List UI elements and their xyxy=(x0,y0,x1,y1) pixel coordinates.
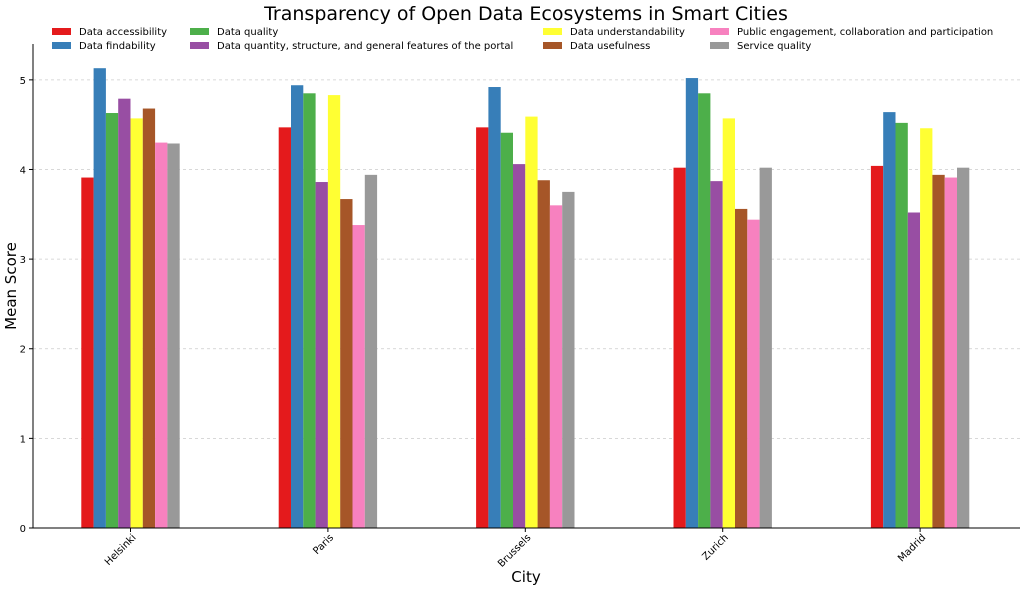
bar xyxy=(340,199,353,528)
bar xyxy=(710,181,723,528)
bar xyxy=(870,165,884,528)
bar xyxy=(562,191,575,528)
bar xyxy=(673,167,686,528)
legend-swatch xyxy=(543,28,562,35)
bar xyxy=(476,127,489,528)
bar xyxy=(698,93,711,528)
legend: Data accessibility Data findability Data q… xyxy=(52,27,993,52)
bar xyxy=(957,167,970,528)
bar xyxy=(722,118,735,529)
x-tick-label: Helsinki xyxy=(103,532,139,568)
legend-swatch xyxy=(52,42,71,49)
bar xyxy=(525,116,538,528)
bar xyxy=(944,177,957,528)
chart-title: Transparency of Open Data Ecosystems in … xyxy=(263,3,788,25)
legend-swatch xyxy=(710,42,729,49)
bar xyxy=(364,174,378,528)
legend-label: Data accessibility xyxy=(79,27,167,38)
bar xyxy=(142,108,156,529)
bar xyxy=(327,95,341,528)
bar xyxy=(93,68,106,528)
bar xyxy=(105,113,119,528)
legend-swatch xyxy=(710,28,729,35)
x-tick-label: Brussels xyxy=(496,532,533,569)
legend-label: Data understandability xyxy=(570,27,685,38)
bars-layer xyxy=(81,68,970,529)
x-tick-label: Madrid xyxy=(896,532,928,564)
bar xyxy=(81,177,94,528)
bar xyxy=(291,85,304,529)
y-tick-label: 0 xyxy=(20,524,26,535)
legend-swatch xyxy=(52,28,71,35)
legend-swatch xyxy=(190,28,209,35)
legend-swatch xyxy=(190,42,209,49)
bar xyxy=(278,127,291,528)
bar xyxy=(488,87,501,529)
bar xyxy=(759,167,772,528)
bar xyxy=(500,132,513,528)
bar xyxy=(549,205,563,529)
bar xyxy=(883,112,896,528)
x-axis-label: City xyxy=(511,568,541,586)
bar xyxy=(932,174,945,528)
legend-label: Data usefulness xyxy=(570,41,650,52)
bar xyxy=(352,225,365,528)
legend-label: Public engagement, collaboration and par… xyxy=(737,27,993,38)
x-tick-label: Zurich xyxy=(700,532,730,562)
bar xyxy=(118,98,131,528)
bar xyxy=(130,118,143,529)
bar xyxy=(303,93,316,528)
y-tick-label: 1 xyxy=(20,434,26,445)
bar xyxy=(513,164,526,528)
legend-swatch xyxy=(543,42,562,49)
y-tick-label: 3 xyxy=(20,255,26,266)
y-tick-label: 5 xyxy=(20,76,26,87)
y-axis-label: Mean Score xyxy=(2,242,20,330)
bar xyxy=(685,78,699,528)
bar xyxy=(735,208,748,528)
bar xyxy=(747,219,760,528)
legend-label: Data quality xyxy=(217,27,278,38)
bar xyxy=(920,128,933,529)
bar xyxy=(895,122,908,528)
bar xyxy=(167,143,180,528)
x-tick-label: Paris xyxy=(311,532,336,557)
bar xyxy=(537,180,550,528)
legend-label: Data findability xyxy=(79,41,156,52)
bar xyxy=(315,182,328,528)
legend-label: Data quantity, structure, and general fe… xyxy=(217,41,513,52)
legend-label: Service quality xyxy=(737,41,811,52)
y-tick-label: 2 xyxy=(20,345,26,356)
bar xyxy=(907,212,921,528)
bar xyxy=(155,142,168,528)
y-tick-label: 4 xyxy=(20,165,26,176)
